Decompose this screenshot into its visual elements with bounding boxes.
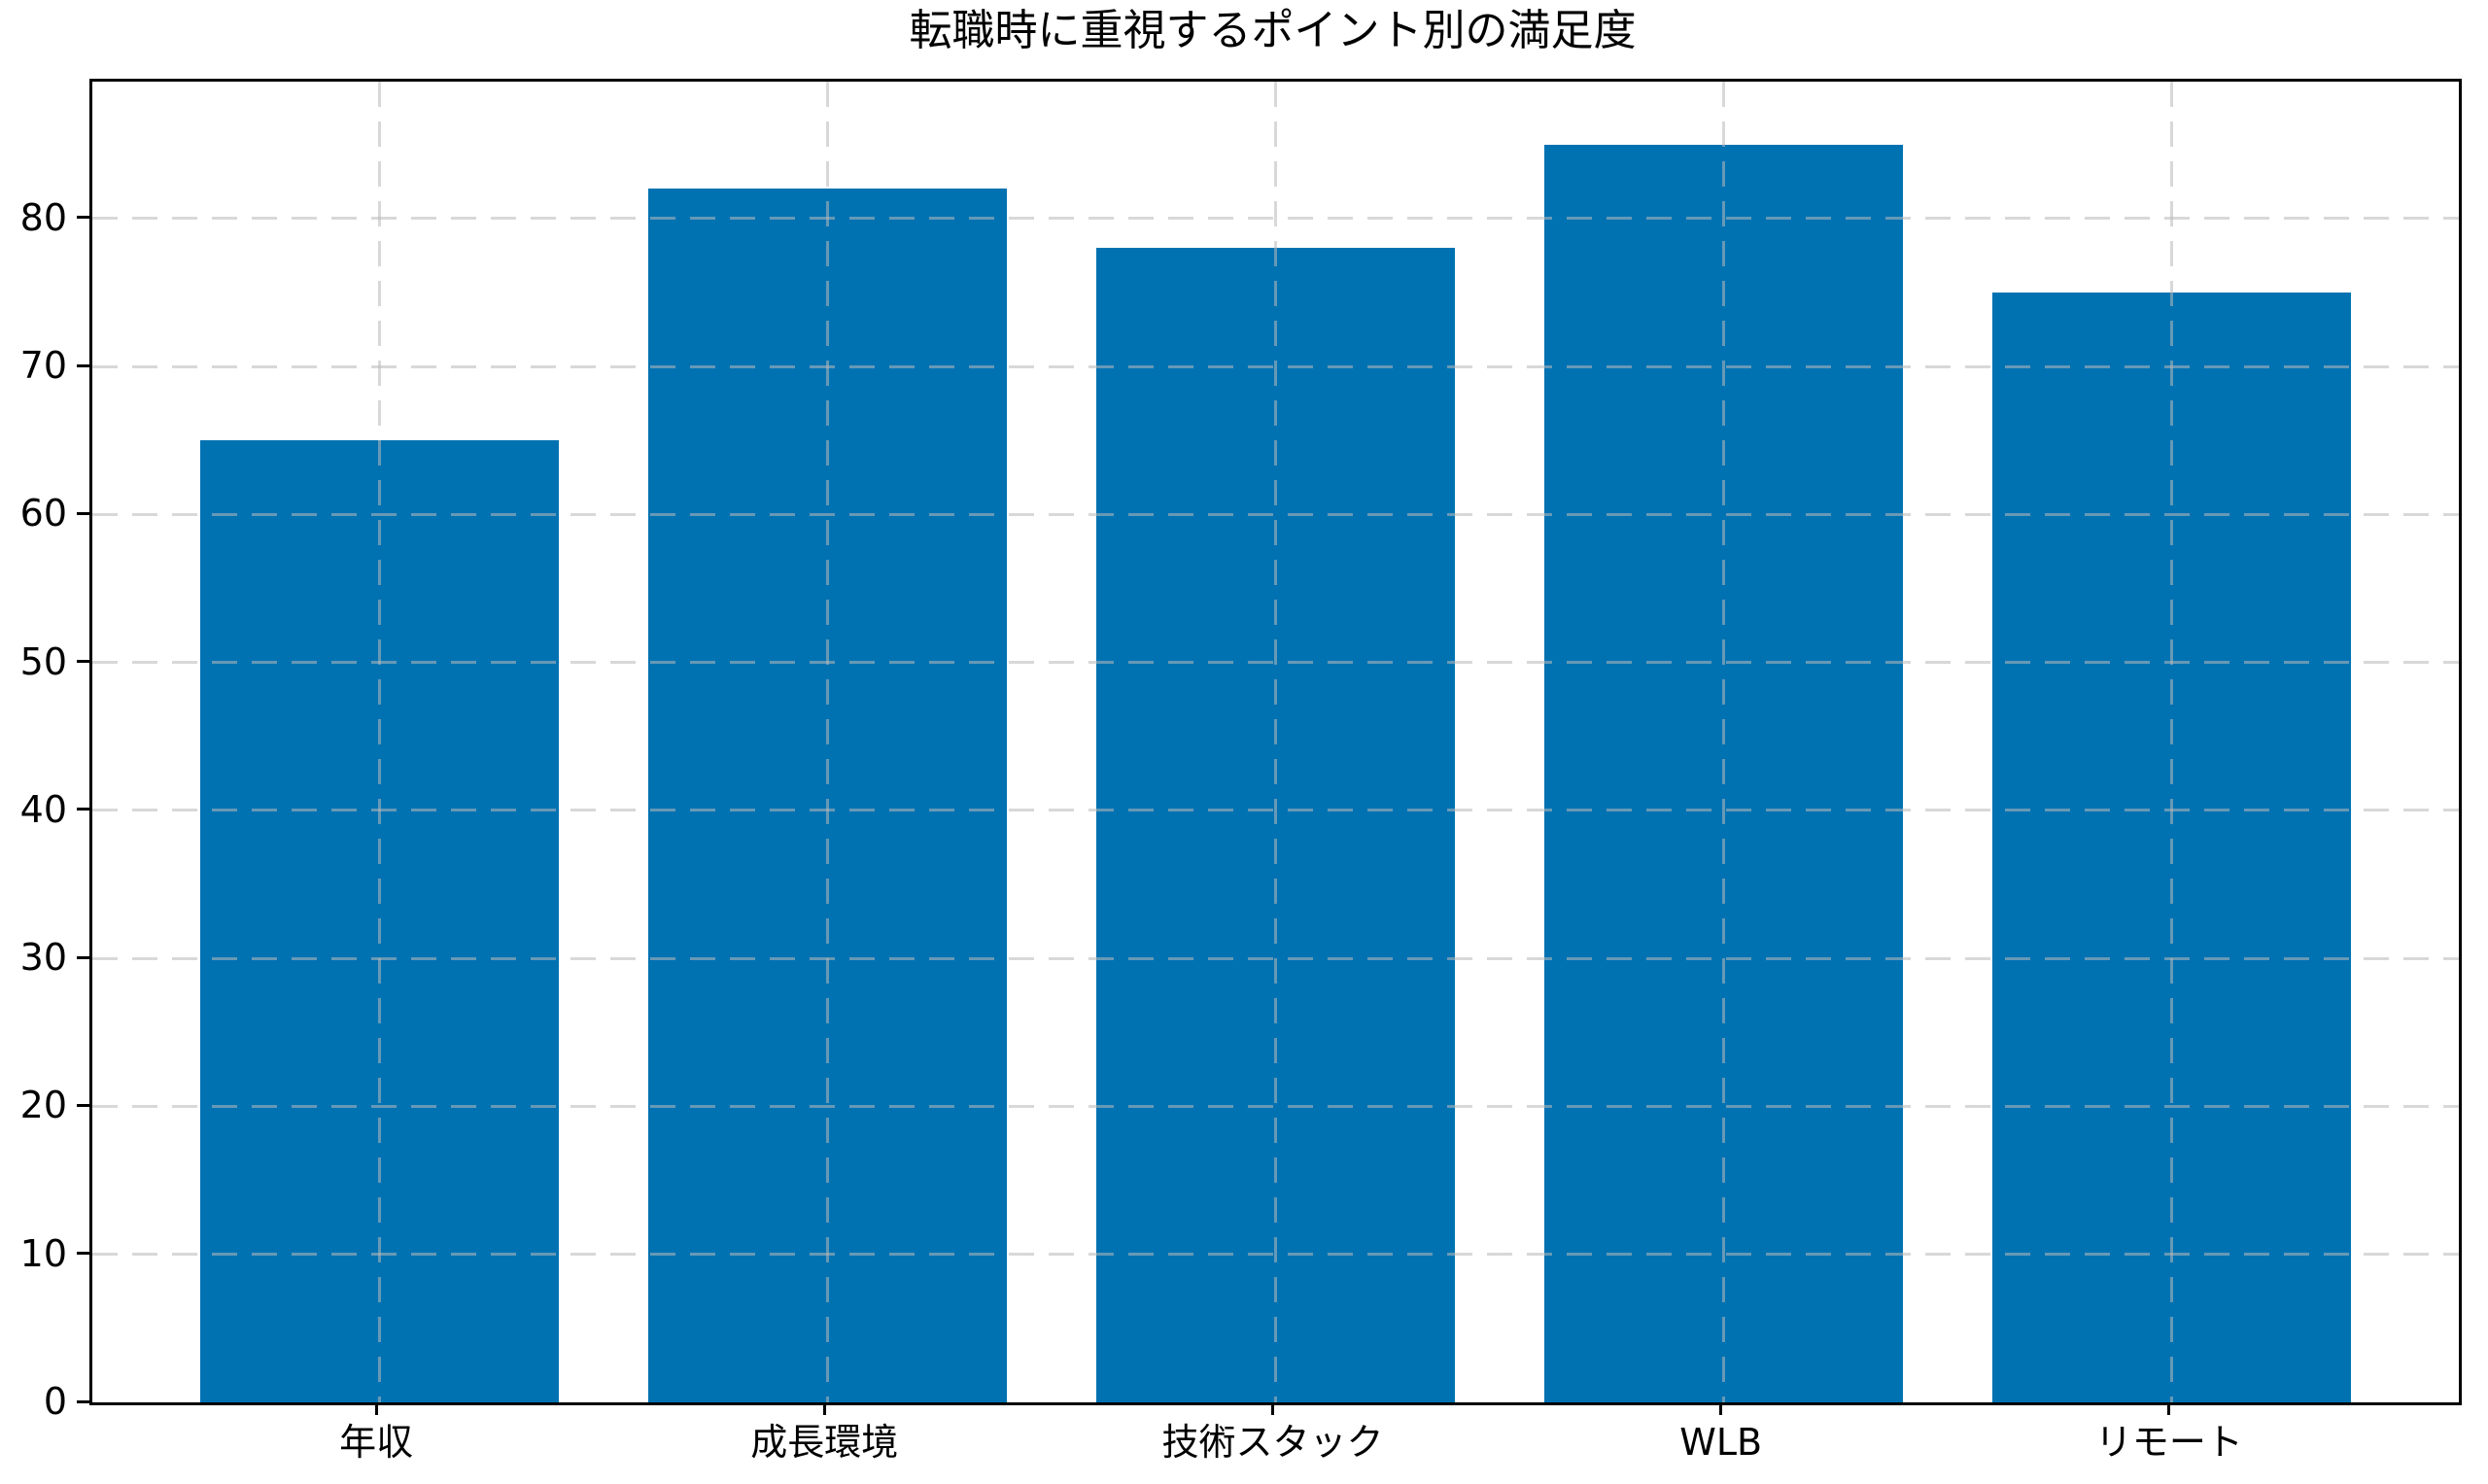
y-tick-label: 40 bbox=[19, 787, 67, 831]
y-tick-label: 0 bbox=[43, 1380, 67, 1423]
x-tick-label: 技術スタック bbox=[1161, 1421, 1384, 1464]
plot-area bbox=[89, 79, 2462, 1405]
x-tick-label: リモート bbox=[2094, 1421, 2243, 1464]
y-tick-mark bbox=[77, 1252, 89, 1256]
gridline-vertical bbox=[377, 82, 381, 1402]
gridline-vertical bbox=[2170, 82, 2174, 1402]
x-tick-label: 年収 bbox=[339, 1421, 414, 1464]
x-tick-mark bbox=[1719, 1402, 1723, 1415]
y-tick-mark bbox=[77, 660, 89, 664]
y-tick-label: 80 bbox=[19, 195, 67, 239]
x-tick-mark bbox=[2167, 1402, 2171, 1415]
y-tick-label: 50 bbox=[19, 639, 67, 683]
y-tick-mark bbox=[77, 1103, 89, 1107]
x-tick-mark bbox=[1271, 1402, 1274, 1415]
y-tick-mark bbox=[77, 511, 89, 515]
x-tick-mark bbox=[374, 1402, 378, 1415]
x-tick-label: 成長環境 bbox=[750, 1421, 899, 1464]
chart-title: 転職時に重視するポイント別の満足度 bbox=[909, 6, 1637, 55]
y-tick-label: 30 bbox=[19, 936, 67, 980]
y-tick-label: 60 bbox=[19, 492, 67, 535]
y-tick-label: 10 bbox=[19, 1231, 67, 1275]
gridline-vertical bbox=[825, 82, 829, 1402]
y-tick-label: 70 bbox=[19, 344, 67, 388]
y-tick-mark bbox=[77, 808, 89, 811]
y-tick-mark bbox=[77, 363, 89, 367]
y-tick-mark bbox=[77, 955, 89, 959]
x-tick-mark bbox=[822, 1402, 826, 1415]
y-tick-mark bbox=[77, 1399, 89, 1403]
y-tick-mark bbox=[77, 216, 89, 220]
x-tick-label: WLB bbox=[1679, 1421, 1763, 1464]
gridline-vertical bbox=[1722, 82, 1726, 1402]
gridline-vertical bbox=[1274, 82, 1277, 1402]
y-tick-label: 20 bbox=[19, 1084, 67, 1127]
